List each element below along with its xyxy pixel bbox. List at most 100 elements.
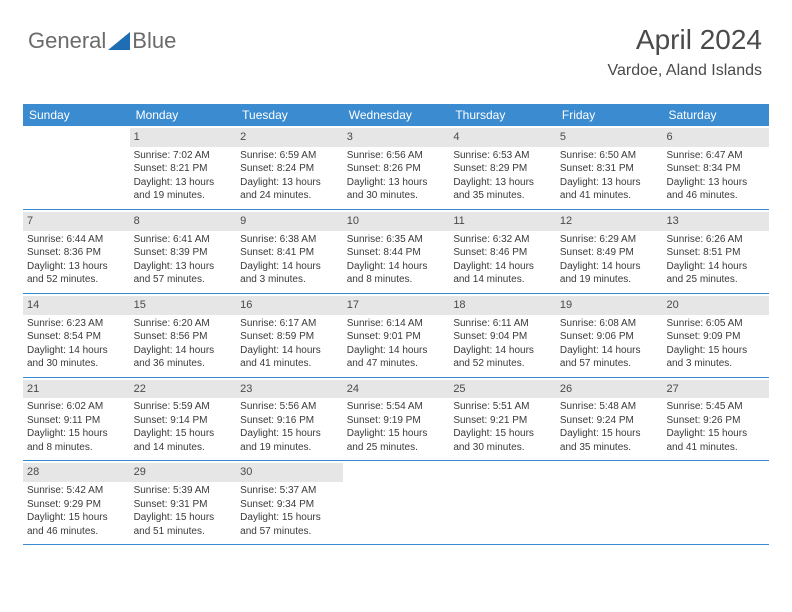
daylight-text: and 35 minutes.	[453, 189, 552, 203]
daylight-text: and 25 minutes.	[347, 441, 446, 455]
day-number: 23	[236, 380, 343, 399]
sunrise-text: Sunrise: 5:45 AM	[666, 400, 765, 414]
sunrise-text: Sunrise: 6:23 AM	[27, 317, 126, 331]
sunset-text: Sunset: 8:36 PM	[27, 246, 126, 260]
sunset-text: Sunset: 8:39 PM	[134, 246, 233, 260]
daylight-text: Daylight: 13 hours	[453, 176, 552, 190]
sunrise-text: Sunrise: 6:20 AM	[134, 317, 233, 331]
sunset-text: Sunset: 8:34 PM	[666, 162, 765, 176]
sunrise-text: Sunrise: 6:14 AM	[347, 317, 446, 331]
day-header: Friday	[556, 104, 663, 126]
sunset-text: Sunset: 8:54 PM	[27, 330, 126, 344]
daylight-text: and 57 minutes.	[560, 357, 659, 371]
sunrise-text: Sunrise: 6:50 AM	[560, 149, 659, 163]
day-number: 17	[343, 296, 450, 315]
calendar-day-cell: 21Sunrise: 6:02 AMSunset: 9:11 PMDayligh…	[23, 378, 130, 461]
calendar-day-cell	[449, 461, 556, 544]
sunrise-text: Sunrise: 6:02 AM	[27, 400, 126, 414]
sunset-text: Sunset: 8:49 PM	[560, 246, 659, 260]
daylight-text: Daylight: 14 hours	[347, 344, 446, 358]
daylight-text: and 35 minutes.	[560, 441, 659, 455]
day-number: 28	[23, 463, 130, 482]
calendar-day-cell: 23Sunrise: 5:56 AMSunset: 9:16 PMDayligh…	[236, 378, 343, 461]
day-number: 25	[449, 380, 556, 399]
day-number: 24	[343, 380, 450, 399]
day-number: 27	[662, 380, 769, 399]
daylight-text: and 57 minutes.	[134, 273, 233, 287]
daylight-text: and 19 minutes.	[134, 189, 233, 203]
calendar: Sunday Monday Tuesday Wednesday Thursday…	[23, 104, 769, 545]
day-number: 29	[130, 463, 237, 482]
day-header: Tuesday	[236, 104, 343, 126]
daylight-text: Daylight: 13 hours	[27, 260, 126, 274]
calendar-day-cell: 2Sunrise: 6:59 AMSunset: 8:24 PMDaylight…	[236, 126, 343, 209]
calendar-week-row: 21Sunrise: 6:02 AMSunset: 9:11 PMDayligh…	[23, 378, 769, 462]
sunset-text: Sunset: 8:56 PM	[134, 330, 233, 344]
day-number: 9	[236, 212, 343, 231]
daylight-text: and 52 minutes.	[27, 273, 126, 287]
sunset-text: Sunset: 8:24 PM	[240, 162, 339, 176]
sunset-text: Sunset: 9:16 PM	[240, 414, 339, 428]
daylight-text: and 25 minutes.	[666, 273, 765, 287]
daylight-text: Daylight: 14 hours	[27, 344, 126, 358]
sunset-text: Sunset: 8:59 PM	[240, 330, 339, 344]
sunrise-text: Sunrise: 5:51 AM	[453, 400, 552, 414]
calendar-day-cell: 26Sunrise: 5:48 AMSunset: 9:24 PMDayligh…	[556, 378, 663, 461]
calendar-day-cell: 29Sunrise: 5:39 AMSunset: 9:31 PMDayligh…	[130, 461, 237, 544]
day-number: 10	[343, 212, 450, 231]
sunrise-text: Sunrise: 7:02 AM	[134, 149, 233, 163]
daylight-text: and 30 minutes.	[347, 189, 446, 203]
calendar-day-cell: 24Sunrise: 5:54 AMSunset: 9:19 PMDayligh…	[343, 378, 450, 461]
sunset-text: Sunset: 9:14 PM	[134, 414, 233, 428]
calendar-day-cell: 3Sunrise: 6:56 AMSunset: 8:26 PMDaylight…	[343, 126, 450, 209]
daylight-text: Daylight: 14 hours	[453, 344, 552, 358]
sunrise-text: Sunrise: 6:44 AM	[27, 233, 126, 247]
day-number: 8	[130, 212, 237, 231]
sunrise-text: Sunrise: 6:41 AM	[134, 233, 233, 247]
daylight-text: and 52 minutes.	[453, 357, 552, 371]
sunset-text: Sunset: 8:29 PM	[453, 162, 552, 176]
day-number: 14	[23, 296, 130, 315]
calendar-header-row: Sunday Monday Tuesday Wednesday Thursday…	[23, 104, 769, 126]
sunrise-text: Sunrise: 5:54 AM	[347, 400, 446, 414]
calendar-week-row: 7Sunrise: 6:44 AMSunset: 8:36 PMDaylight…	[23, 210, 769, 294]
daylight-text: and 19 minutes.	[240, 441, 339, 455]
daylight-text: and 8 minutes.	[347, 273, 446, 287]
sunrise-text: Sunrise: 6:56 AM	[347, 149, 446, 163]
calendar-day-cell: 6Sunrise: 6:47 AMSunset: 8:34 PMDaylight…	[662, 126, 769, 209]
calendar-day-cell: 20Sunrise: 6:05 AMSunset: 9:09 PMDayligh…	[662, 294, 769, 377]
sunrise-text: Sunrise: 5:42 AM	[27, 484, 126, 498]
sunrise-text: Sunrise: 6:59 AM	[240, 149, 339, 163]
daylight-text: Daylight: 13 hours	[347, 176, 446, 190]
calendar-week-row: 14Sunrise: 6:23 AMSunset: 8:54 PMDayligh…	[23, 294, 769, 378]
calendar-day-cell: 14 Sunrise: 6:23 AMSunset: 8:54 PMDayligh…	[23, 294, 130, 377]
sunrise-text: Sunrise: 6:38 AM	[240, 233, 339, 247]
logo: General Blue	[28, 28, 176, 54]
day-number: 21	[23, 380, 130, 399]
day-number: 22	[130, 380, 237, 399]
day-number: 2	[236, 128, 343, 147]
logo-triangle-icon	[108, 32, 130, 50]
daylight-text: Daylight: 14 hours	[666, 260, 765, 274]
daylight-text: Daylight: 15 hours	[666, 427, 765, 441]
calendar-day-cell	[662, 461, 769, 544]
daylight-text: and 51 minutes.	[134, 525, 233, 539]
sunset-text: Sunset: 8:26 PM	[347, 162, 446, 176]
calendar-day-cell: 25Sunrise: 5:51 AMSunset: 9:21 PMDayligh…	[449, 378, 556, 461]
daylight-text: and 57 minutes.	[240, 525, 339, 539]
calendar-day-cell: 8Sunrise: 6:41 AMSunset: 8:39 PMDaylight…	[130, 210, 237, 293]
day-number: 18	[449, 296, 556, 315]
logo-text-blue: Blue	[132, 28, 176, 54]
daylight-text: Daylight: 15 hours	[453, 427, 552, 441]
calendar-day-cell: 30Sunrise: 5:37 AMSunset: 9:34 PMDayligh…	[236, 461, 343, 544]
sunrise-text: Sunrise: 5:56 AM	[240, 400, 339, 414]
sunrise-text: Sunrise: 5:39 AM	[134, 484, 233, 498]
daylight-text: Daylight: 15 hours	[347, 427, 446, 441]
day-header: Sunday	[23, 104, 130, 126]
day-header: Thursday	[449, 104, 556, 126]
daylight-text: and 14 minutes.	[134, 441, 233, 455]
calendar-day-cell: 16Sunrise: 6:17 AMSunset: 8:59 PMDayligh…	[236, 294, 343, 377]
daylight-text: Daylight: 15 hours	[27, 427, 126, 441]
daylight-text: and 30 minutes.	[27, 357, 126, 371]
daylight-text: Daylight: 14 hours	[560, 260, 659, 274]
